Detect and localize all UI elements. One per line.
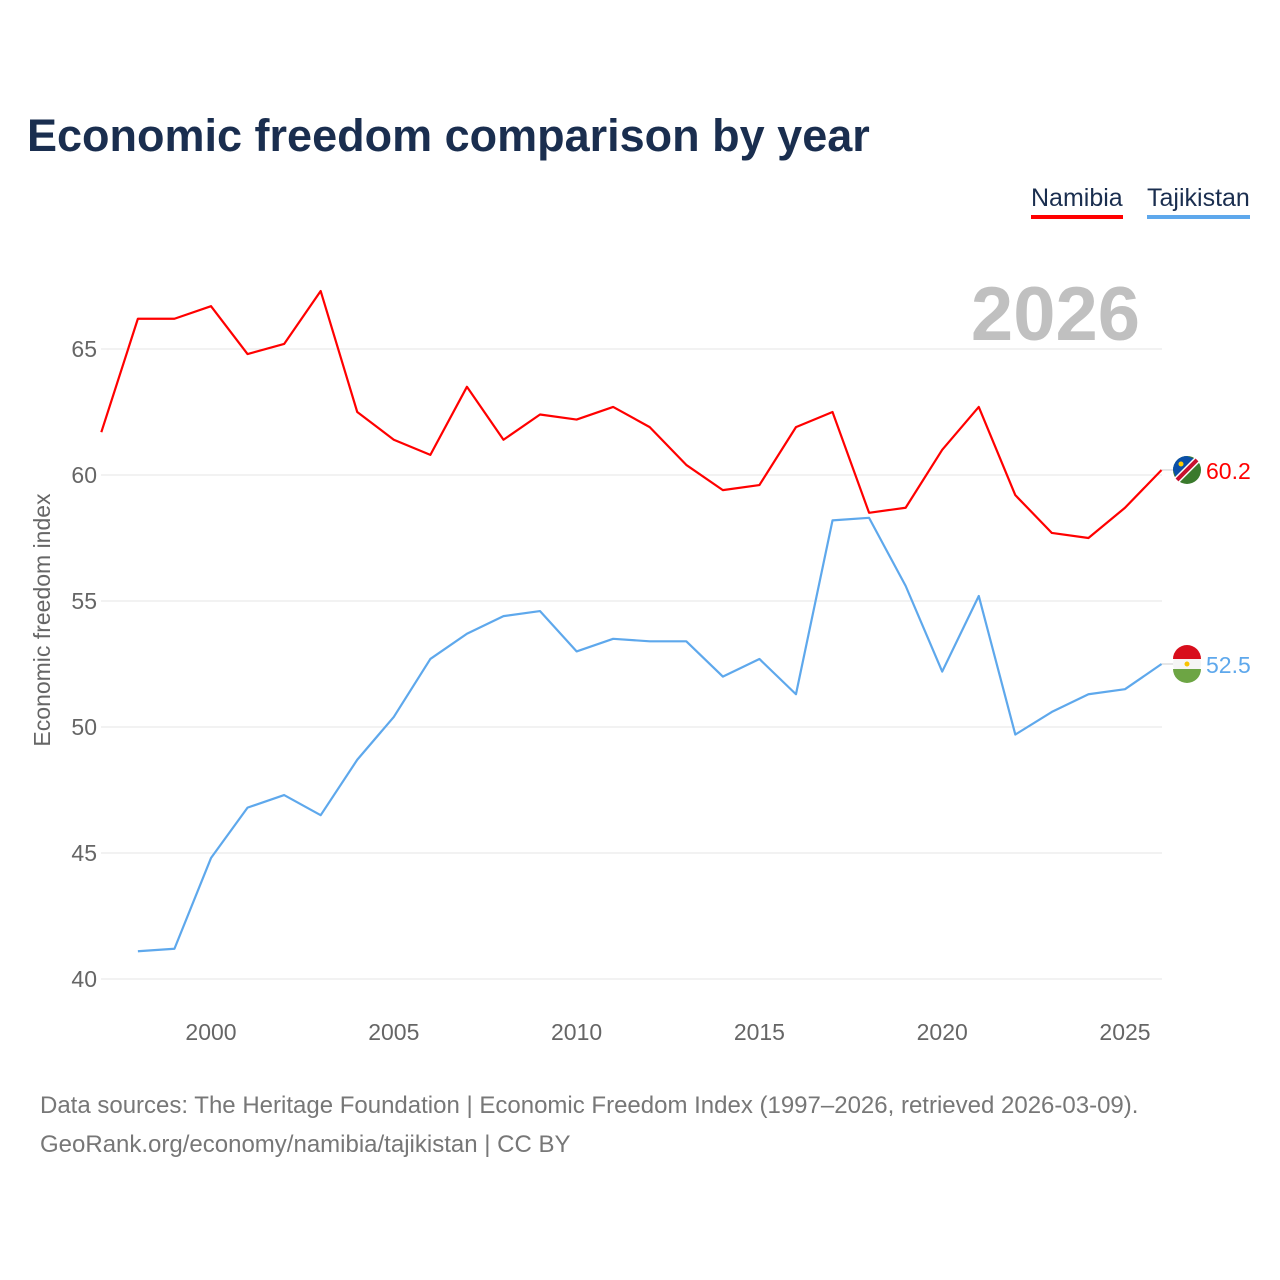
y-tick-label: 40: [71, 966, 97, 992]
x-tick-label: 2000: [185, 1019, 236, 1045]
tajikistan-flag-crown: [1184, 661, 1190, 667]
y-axis-label: Economic freedom index: [29, 493, 55, 747]
y-tick-label: 65: [71, 336, 97, 362]
y-tick-label: 45: [71, 840, 97, 866]
source-note: Data sources: The Heritage Foundation | …: [40, 1086, 1138, 1164]
end-value-label-tajikistan: 52.5: [1206, 652, 1251, 678]
chart-title: Economic freedom comparison by year: [27, 110, 870, 161]
namibia-flag-sun: [1178, 461, 1184, 467]
x-tick-label: 2020: [917, 1019, 968, 1045]
year-watermark: 2026: [971, 272, 1140, 357]
x-tick-label: 2005: [368, 1019, 419, 1045]
legend-tajikistan[interactable]: Tajikistan: [1147, 184, 1250, 219]
series-line-tajikistan: [137, 516, 1163, 953]
namibia-flag-red: [1175, 458, 1199, 482]
source-line-2[interactable]: GeoRank.org/economy/namibia/tajikistan |…: [40, 1131, 571, 1158]
y-tick-label: 60: [71, 462, 97, 488]
x-tick-label: 2010: [551, 1019, 602, 1045]
source-line-1: Data sources: The Heritage Foundation | …: [40, 1092, 1139, 1119]
x-tick-label: 2015: [734, 1019, 785, 1045]
y-tick-label: 55: [71, 588, 97, 614]
x-tick-label: 2025: [1099, 1019, 1150, 1045]
series-line-namibia: [100, 289, 1163, 540]
end-value-label-namibia: 60.2: [1206, 458, 1251, 484]
y-tick-label: 50: [71, 714, 97, 740]
tajikistan-flag-green: [1173, 669, 1201, 683]
tajikistan-flag-red: [1173, 645, 1201, 659]
legend-namibia[interactable]: Namibia: [1031, 184, 1123, 219]
